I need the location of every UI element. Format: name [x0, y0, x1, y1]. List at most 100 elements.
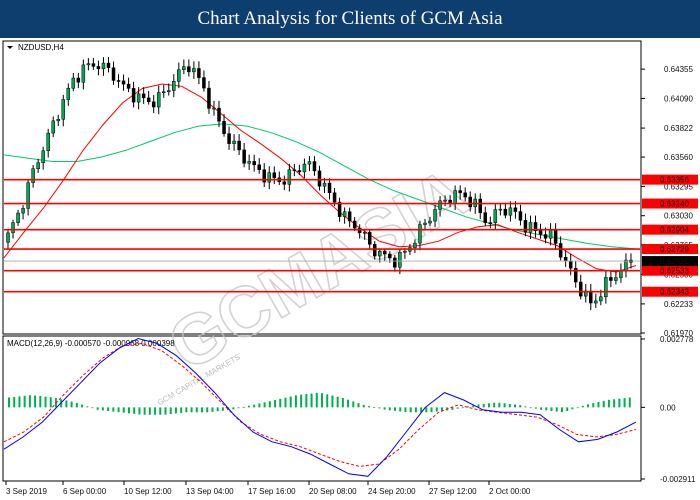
- bear-candle: [538, 230, 543, 235]
- macd-histogram-bar: [331, 395, 334, 408]
- macd-histogram-bar: [185, 407, 188, 413]
- macd-histogram-bar: [263, 402, 266, 408]
- bull-candle: [136, 93, 141, 103]
- macd-histogram-bar: [190, 407, 193, 413]
- bull-candle: [21, 208, 25, 214]
- macd-histogram-bar: [174, 407, 177, 414]
- bear-candle: [483, 212, 488, 223]
- price-axis-label: 0.63295: [664, 182, 693, 191]
- macd-histogram-bar: [425, 407, 428, 413]
- bull-candle: [161, 91, 166, 94]
- bull-candle: [81, 64, 86, 83]
- macd-histogram-bar: [242, 406, 245, 408]
- level-price-tag: [642, 286, 698, 297]
- macd-histogram-bar: [237, 407, 240, 409]
- price-axis-label: 0.61970: [664, 329, 693, 338]
- macd-histogram-bar: [503, 403, 506, 408]
- bear-candle: [96, 66, 101, 70]
- macd-histogram-bar: [49, 397, 52, 408]
- level-price-tag: [642, 244, 698, 255]
- time-axis-label: 17 Sep 16:00: [248, 487, 296, 496]
- macd-histogram-bar: [201, 407, 204, 413]
- level-price-label: 0.63140: [660, 200, 689, 209]
- macd-histogram-bar: [75, 402, 78, 408]
- macd-histogram-bar: [148, 407, 151, 415]
- bull-candle: [61, 99, 66, 120]
- bear-candle: [282, 181, 287, 185]
- macd-histogram-bar: [628, 397, 631, 408]
- macd-histogram-bar: [117, 407, 120, 413]
- bull-candle: [302, 163, 307, 173]
- macd-histogram-bar: [154, 407, 157, 415]
- bear-candle: [121, 80, 126, 85]
- bull-candle: [51, 120, 55, 134]
- price-axis-label: 0.64090: [664, 94, 693, 103]
- macd-histogram-bar: [143, 407, 146, 415]
- macd-histogram-bar: [367, 406, 370, 408]
- bear-candle: [151, 101, 156, 108]
- bear-candle: [146, 97, 151, 103]
- macd-main-line: [3, 337, 637, 477]
- bull-candle: [443, 199, 447, 202]
- bull-candle: [46, 132, 50, 152]
- level-price-tag: [642, 265, 698, 276]
- bull-candle: [86, 63, 91, 66]
- bull-candle: [56, 118, 60, 122]
- macd-pane-frame: [2, 335, 642, 482]
- time-axis-label: 27 Sep 12:00: [429, 487, 477, 496]
- macd-histogram-bar: [341, 397, 344, 408]
- macd-histogram-bar: [362, 404, 365, 408]
- bull-candle: [342, 211, 347, 217]
- bear-candle: [252, 161, 256, 166]
- bull-candle: [247, 161, 251, 164]
- bull-candle: [66, 87, 71, 100]
- macd-axis-label: -0.002911: [660, 475, 696, 484]
- bear-candle: [518, 211, 523, 221]
- price-pane-frame: [2, 40, 642, 335]
- bull-candle: [599, 296, 603, 302]
- banner-title: Chart Analysis for Clients of GCM Asia: [0, 0, 700, 38]
- macd-histogram-bar: [13, 396, 16, 408]
- macd-histogram-bar: [566, 407, 569, 411]
- macd-histogram-bar: [581, 405, 584, 408]
- bear-candle: [468, 196, 472, 208]
- macd-histogram-bar: [279, 398, 282, 408]
- macd-histogram-bar: [467, 406, 470, 408]
- macd-histogram-bar: [284, 397, 287, 408]
- macd-histogram-bar: [164, 407, 167, 415]
- macd-histogram-bar: [232, 407, 235, 410]
- bull-candle: [493, 209, 498, 224]
- macd-histogram-bar: [477, 404, 480, 408]
- macd-histogram-bar: [96, 407, 99, 410]
- macd-histogram-bar: [472, 405, 475, 408]
- bear-candle: [207, 87, 211, 109]
- macd-histogram-bar: [34, 395, 37, 408]
- macd-histogram-bar: [336, 396, 339, 408]
- bull-candle: [172, 81, 176, 91]
- macd-histogram-bar: [607, 399, 610, 408]
- bull-candle: [41, 150, 45, 164]
- time-axis-label: 10 Sep 12:00: [124, 487, 172, 496]
- bull-candle: [508, 207, 513, 216]
- bull-candle: [192, 68, 196, 73]
- macd-histogram-bar: [560, 407, 563, 413]
- bull-candle: [433, 209, 437, 222]
- macd-histogram-bar: [498, 402, 501, 408]
- macd-histogram-bar: [8, 397, 10, 408]
- macd-histogram-bar: [101, 407, 104, 411]
- bear-candle: [91, 63, 96, 67]
- macd-histogram-bar: [112, 407, 115, 412]
- macd-histogram-bar: [519, 405, 522, 408]
- bear-candle: [292, 169, 297, 172]
- macd-histogram-bar: [514, 404, 517, 408]
- bear-candle: [197, 68, 201, 78]
- bear-candle: [141, 93, 146, 99]
- macd-histogram-bar: [23, 395, 26, 408]
- bear-candle: [543, 234, 548, 239]
- macd-histogram-bar: [206, 407, 209, 413]
- level-price-label: 0.62904: [660, 226, 689, 235]
- macd-histogram-bar: [456, 407, 459, 409]
- macd-histogram-bar: [91, 407, 94, 409]
- macd-histogram-bar: [274, 399, 277, 408]
